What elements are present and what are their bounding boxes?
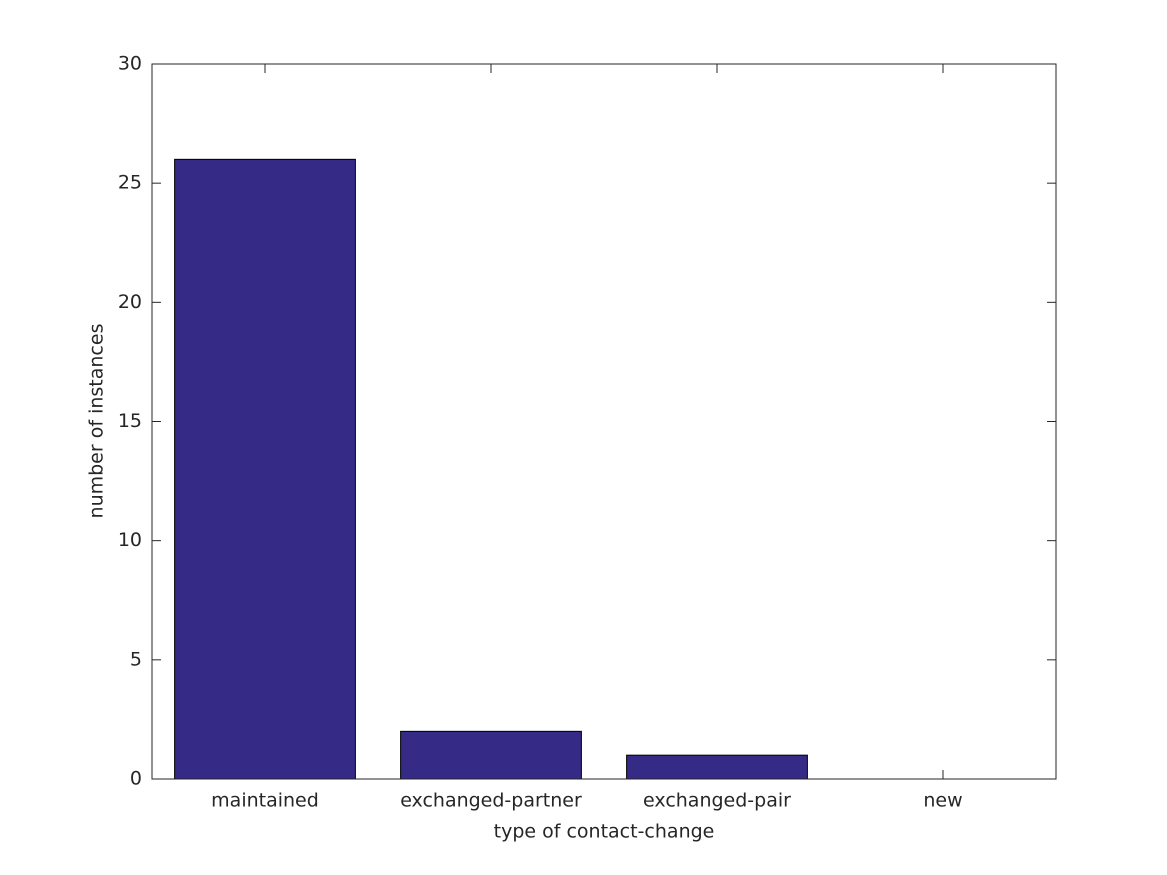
x-tick-label: exchanged-pair bbox=[643, 790, 791, 812]
bar bbox=[174, 158, 356, 780]
bar bbox=[400, 730, 582, 780]
x-tick-label: exchanged-partner bbox=[400, 790, 582, 812]
x-tick-label: maintained bbox=[211, 790, 319, 812]
y-tick-label: 10 bbox=[118, 529, 142, 551]
y-tick-label: 15 bbox=[118, 410, 142, 432]
y-axis-label: number of instances bbox=[86, 324, 108, 519]
y-tick-label: 30 bbox=[118, 53, 142, 75]
y-tick-label: 20 bbox=[118, 291, 142, 313]
bar bbox=[626, 754, 808, 780]
axes-box bbox=[151, 63, 1057, 780]
y-tick-label: 25 bbox=[118, 172, 142, 194]
y-tick-label: 0 bbox=[130, 768, 142, 790]
y-tick-label: 5 bbox=[130, 648, 142, 670]
x-axis-label: type of contact-change bbox=[494, 821, 715, 843]
x-tick-label: new bbox=[923, 790, 962, 812]
